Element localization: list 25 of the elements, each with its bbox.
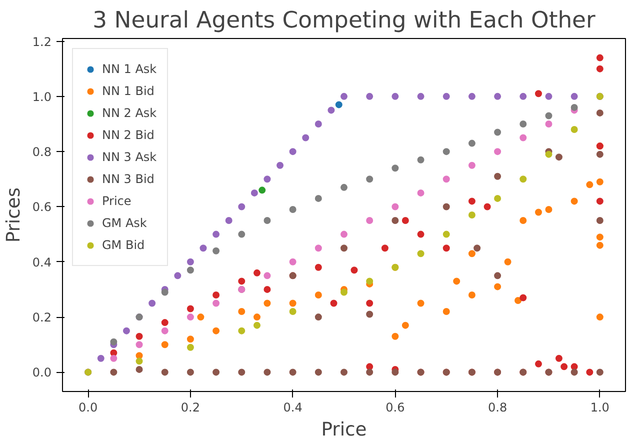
y-tick-label: 0.0 [32, 366, 52, 380]
y-tick-label: 0.6 [32, 200, 52, 214]
legend-label: NN 2 Ask [102, 106, 157, 120]
y-tick-label: 0.8 [32, 145, 52, 160]
y-axis-title: Prices [3, 187, 24, 243]
y-tick-label: 1.2 [32, 34, 52, 49]
x-tick-label: 0.8 [488, 400, 508, 414]
legend-label: GM Bid [102, 238, 145, 252]
x-tick-label: 0.6 [386, 400, 405, 414]
x-tick-label: 0.2 [180, 400, 200, 414]
x-tick-label: 0.4 [283, 400, 302, 414]
legend-label: NN 1 Bid [102, 84, 154, 98]
x-axis-title: Price [321, 420, 367, 440]
legend-label: NN 2 Bid [102, 128, 154, 142]
chart-title: 3 Neural Agents Competing with Each Other [92, 8, 596, 34]
legend-label: GM Ask [102, 216, 147, 230]
y-tick-label: 1.0 [32, 90, 52, 104]
y-tick-label: 0.4 [32, 255, 52, 270]
legend-label: NN 1 Ask [102, 62, 157, 76]
x-tick-label: 0.0 [78, 400, 98, 414]
legend-label: Price [102, 194, 132, 208]
x-tick-label: 1.0 [590, 400, 610, 414]
legend-label: NN 3 Bid [102, 172, 154, 186]
legend-label: NN 3 Ask [102, 150, 157, 164]
y-tick-label: 0.2 [32, 310, 52, 325]
